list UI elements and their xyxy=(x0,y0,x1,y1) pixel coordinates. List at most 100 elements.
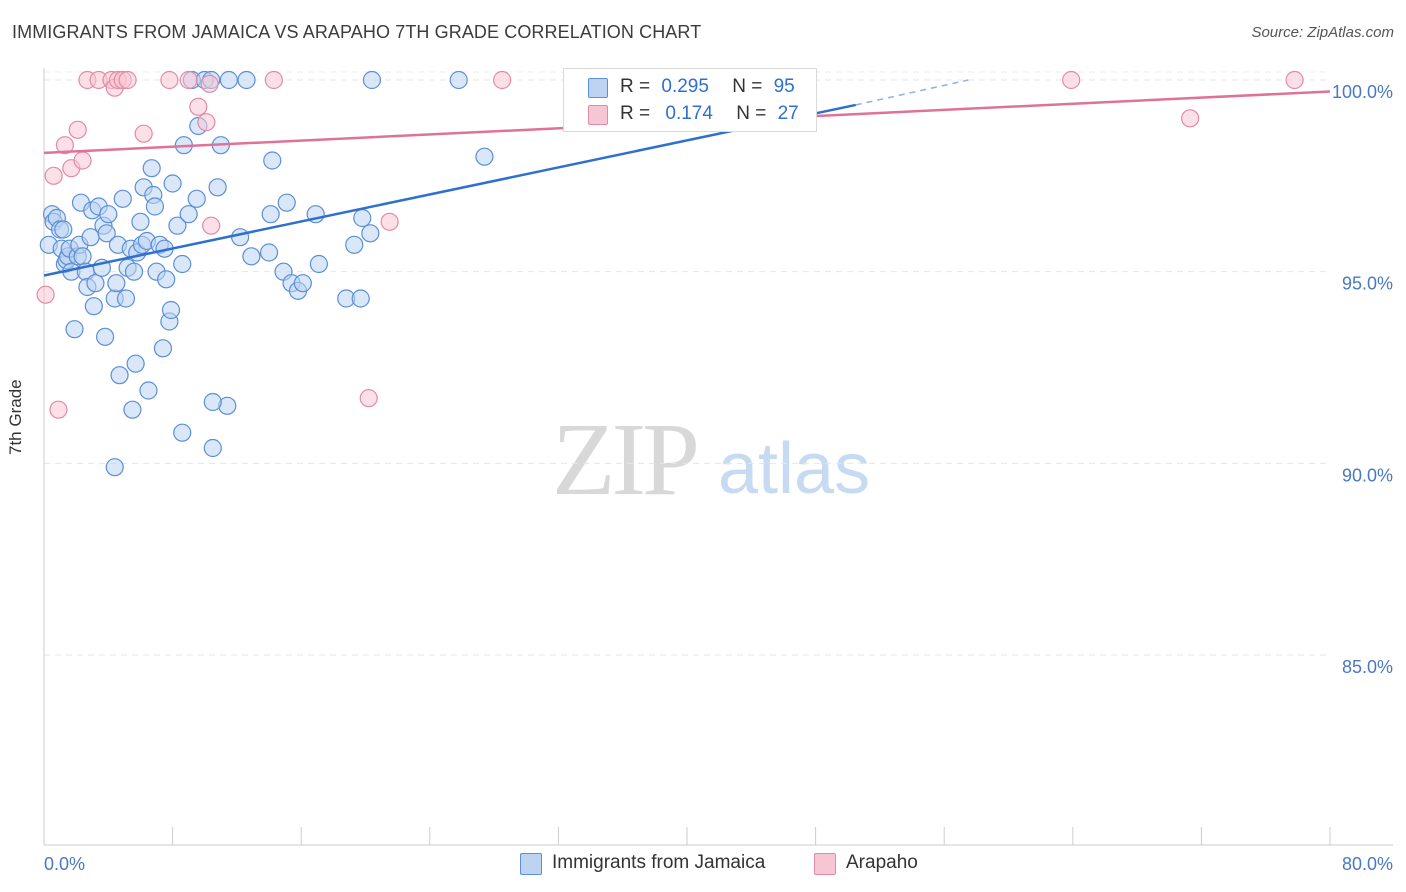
jamaica-point xyxy=(345,235,364,254)
n-label: N = xyxy=(732,76,763,97)
jamaica-point xyxy=(475,147,494,166)
y-tick-label: 100.0% xyxy=(1332,82,1393,102)
jamaica-point xyxy=(277,193,296,212)
jamaica-point xyxy=(105,458,124,477)
jamaica-point xyxy=(145,197,165,216)
jamaica-point xyxy=(203,438,222,458)
n-value: 95 xyxy=(773,76,795,97)
arapaho-point xyxy=(36,285,55,304)
jamaica-point xyxy=(95,327,115,346)
jamaica-point xyxy=(259,243,279,262)
legend-swatch-jamaica xyxy=(520,853,542,875)
arapaho-point xyxy=(118,70,137,90)
jamaica-point xyxy=(173,254,192,274)
arapaho-point xyxy=(1062,70,1081,90)
legend-swatch-jamaica xyxy=(588,78,608,98)
jamaica-point xyxy=(449,70,468,90)
arapaho-point xyxy=(134,124,153,143)
arapaho-point xyxy=(73,151,92,170)
watermark-atlas: atlas xyxy=(718,429,871,509)
jamaica-point xyxy=(97,224,116,243)
jamaica-point xyxy=(203,392,222,412)
jamaica-point xyxy=(131,212,150,231)
jamaica-point xyxy=(309,254,328,274)
legend-label-arapaho: Arapaho xyxy=(846,852,918,873)
arapaho-point xyxy=(264,70,283,90)
stats-legend: R = 0.295 N = 95 R = 0.174 N = 27 xyxy=(563,68,817,132)
jamaica-point xyxy=(157,270,176,289)
jamaica-point xyxy=(242,247,261,266)
x-tick-label: 80.0% xyxy=(1342,854,1393,874)
r-label: R = xyxy=(620,103,651,124)
jamaica-point xyxy=(293,274,312,293)
jamaica-point xyxy=(208,178,227,197)
tick-labels: 85.0% 90.0% 95.0% 100.0% 0.0% 80.0% xyxy=(44,82,1393,874)
y-tick-label: 90.0% xyxy=(1342,465,1393,485)
jamaica-point xyxy=(99,205,118,224)
watermark-zip: ZIP xyxy=(552,402,700,517)
jamaica-point xyxy=(107,274,126,293)
chart-title: IMMIGRANTS FROM JAMAICA VS ARAPAHO 7TH G… xyxy=(12,22,702,42)
jamaica-point xyxy=(361,224,380,243)
arapaho-point xyxy=(160,70,179,90)
jamaica-point xyxy=(65,320,84,339)
arapaho-point xyxy=(380,212,399,231)
jamaica-trend-line xyxy=(43,103,857,277)
jamaica-point xyxy=(237,70,256,90)
r-value: 0.174 xyxy=(665,103,713,124)
jamaica-point xyxy=(187,189,206,208)
arapaho-point xyxy=(200,74,219,93)
arapaho-point xyxy=(197,113,216,132)
jamaica-point xyxy=(123,400,142,419)
arapaho-point xyxy=(49,400,68,419)
arapaho-point xyxy=(179,70,198,90)
arapaho-point xyxy=(68,120,87,139)
legend-label-jamaica: Immigrants from Jamaica xyxy=(552,852,766,873)
y-tick-label: 95.0% xyxy=(1342,274,1393,294)
jamaica-point xyxy=(263,151,282,170)
jamaica-point xyxy=(142,159,161,178)
jamaica-point xyxy=(351,289,370,308)
legend-swatch-arapaho xyxy=(814,853,836,875)
jamaica-point xyxy=(173,423,192,442)
arapaho-point xyxy=(359,389,378,408)
jamaica-point xyxy=(261,205,280,224)
jamaica-point xyxy=(353,208,372,228)
arapaho-point xyxy=(1181,109,1200,128)
arapaho-point xyxy=(44,166,63,185)
arapaho-point xyxy=(55,136,74,155)
jamaica-point xyxy=(163,174,182,193)
arapaho-point xyxy=(493,70,512,90)
jamaica-point xyxy=(362,70,382,90)
jamaica-point xyxy=(73,247,92,266)
jamaica-point xyxy=(179,205,198,224)
jamaica-point xyxy=(113,189,132,208)
jamaica-point xyxy=(161,300,181,320)
x-tick-label: 0.0% xyxy=(44,854,85,874)
jamaica-point xyxy=(110,366,129,385)
jamaica-point xyxy=(116,289,136,308)
jamaica-point xyxy=(139,381,158,400)
source-label: Source: ZipAtlas.com xyxy=(1251,24,1394,41)
jamaica-point xyxy=(231,228,250,247)
legend-swatch-arapaho xyxy=(588,105,608,125)
arapaho-point xyxy=(202,216,221,235)
jamaica-point xyxy=(84,297,103,316)
r-label: R = xyxy=(620,76,651,97)
arapaho-point xyxy=(1285,70,1304,90)
grid xyxy=(44,71,1330,656)
r-value: 0.295 xyxy=(661,76,709,97)
jamaica-point xyxy=(54,220,73,239)
arapaho-point xyxy=(189,97,208,116)
jamaica-trend-extension xyxy=(855,79,969,106)
n-label: N = xyxy=(736,103,767,124)
jamaica-point xyxy=(219,70,238,90)
jamaica-point xyxy=(153,339,173,358)
data-points xyxy=(36,70,1304,477)
axes xyxy=(43,68,1393,846)
jamaica-point xyxy=(168,216,187,235)
jamaica-point xyxy=(124,262,144,281)
jamaica-point xyxy=(126,354,145,373)
n-value: 27 xyxy=(777,103,799,124)
